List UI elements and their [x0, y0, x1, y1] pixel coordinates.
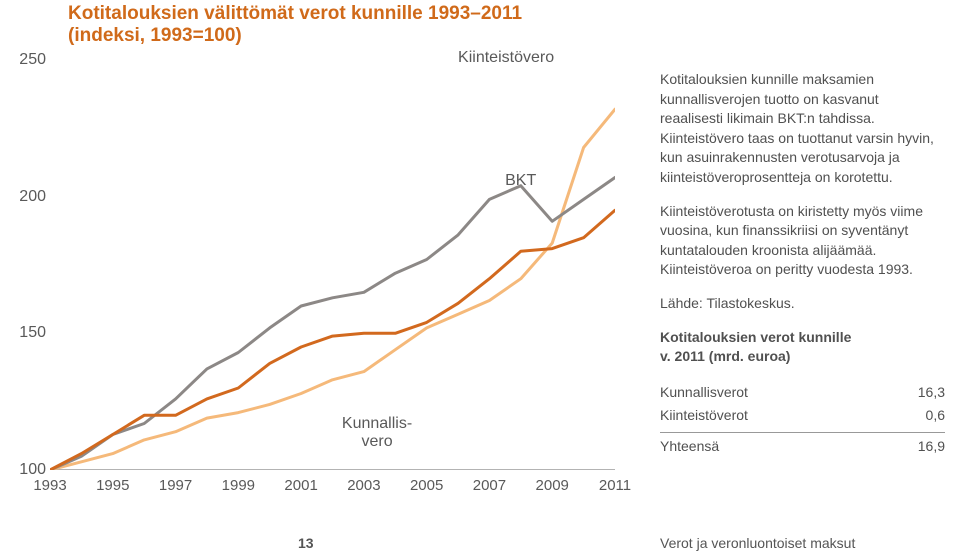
- table-row-total: Yhteensä 16,9: [660, 432, 945, 459]
- x-axis-label: 2003: [347, 477, 380, 494]
- x-axis-label: 2005: [410, 477, 443, 494]
- x-axis-label: 1999: [222, 477, 255, 494]
- title-line-1: Kotitalouksien välittömät verot kunnille…: [68, 3, 522, 25]
- y-axis-label: 150: [10, 324, 46, 342]
- line-chart-plot: [50, 60, 615, 470]
- x-axis-label: 2011: [599, 477, 631, 494]
- table-heading: Kotitalouksien verot kunnille v. 2011 (m…: [660, 328, 945, 367]
- series-line-kunnallisvero: [50, 210, 615, 470]
- description-paragraph-2: Kiinteistöverotusta on kiristetty myös v…: [660, 202, 945, 280]
- series-label-kunnallisvero: Kunnallis- vero: [342, 415, 412, 451]
- sidebar-text: Kotitalouksien kunnille maksamien kunnal…: [660, 70, 945, 459]
- description-paragraph-1: Kotitalouksien kunnille maksamien kunnal…: [660, 70, 945, 188]
- table-cell-label: Yhteensä: [660, 437, 719, 457]
- table-row: Kunnallisverot 16,3: [660, 381, 945, 405]
- y-axis-label: 250: [10, 51, 46, 69]
- x-axis-label: 2001: [284, 477, 317, 494]
- x-axis-label: 1995: [96, 477, 129, 494]
- x-axis-label: 1997: [159, 477, 192, 494]
- page-number: 13: [298, 535, 314, 551]
- series-label-bkt: BKT: [505, 172, 536, 190]
- chart-area: 100150200250 199319951997199920012003200…: [50, 60, 615, 470]
- x-axis-label: 2009: [536, 477, 569, 494]
- x-axis-label: 1993: [33, 477, 66, 494]
- table-cell-label: Kiinteistöverot: [660, 406, 748, 426]
- source-label: Lähde: Tilastokeskus.: [660, 294, 945, 314]
- series-label-kiinteistövero: Kiinteistövero: [458, 49, 554, 67]
- summary-table: Kunnallisverot 16,3 Kiinteistöverot 0,6 …: [660, 381, 945, 459]
- table-cell-value: 0,6: [926, 406, 945, 426]
- series-line-bkt: [50, 178, 615, 471]
- section-title: Verot ja veronluontoiset maksut: [660, 535, 855, 551]
- table-row: Kiinteistöverot 0,6: [660, 404, 945, 428]
- title-line-2: (indeksi, 1993=100): [68, 25, 522, 47]
- series-line-kiinteistövero: [50, 109, 615, 470]
- chart-title: Kotitalouksien välittömät verot kunnille…: [68, 3, 522, 47]
- table-cell-label: Kunnallisverot: [660, 383, 748, 403]
- table-cell-value: 16,9: [918, 437, 945, 457]
- table-cell-value: 16,3: [918, 383, 945, 403]
- y-axis-label: 200: [10, 188, 46, 206]
- x-axis-label: 2007: [473, 477, 506, 494]
